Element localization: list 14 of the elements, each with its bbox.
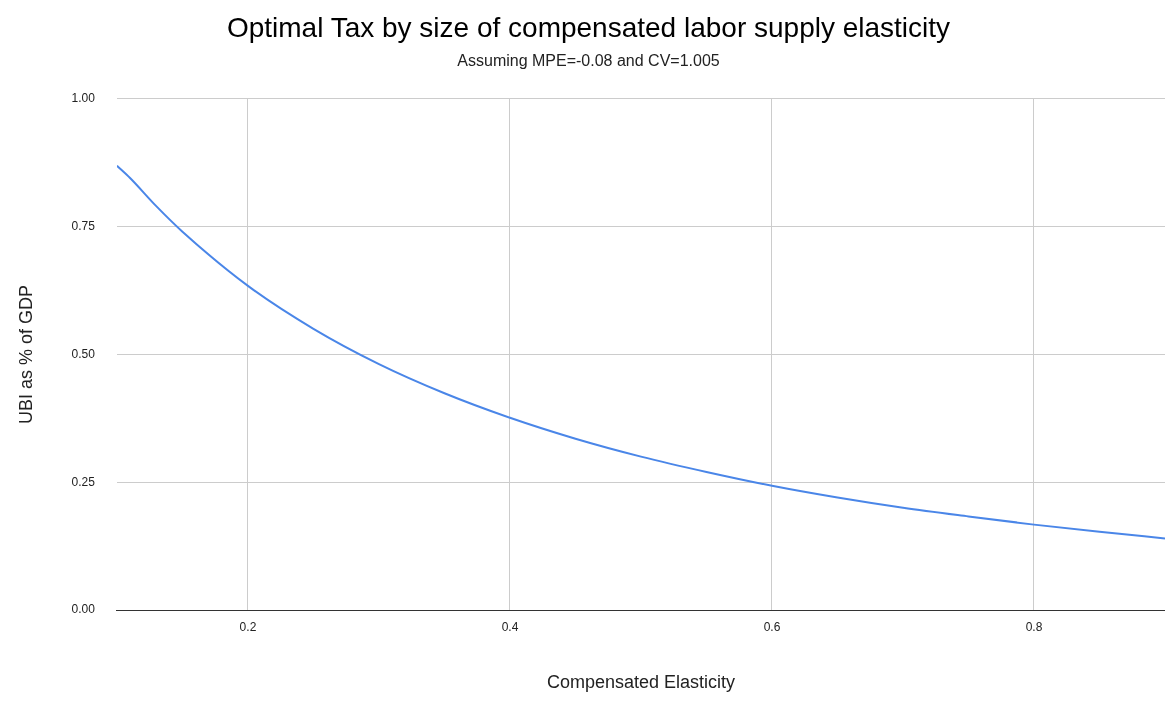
line-series [116, 164, 1165, 540]
y-tick-label: 0.50 [71, 346, 96, 361]
chart-subtitle: Assuming MPE=-0.08 and CV=1.005 [457, 51, 720, 69]
chart-title: Optimal Tax by size of compensated labor supply elasticity [226, 11, 951, 43]
x-tick-label: 0.8 [1025, 619, 1043, 634]
x-axis-title: Compensated Elasticity [546, 672, 736, 693]
y-axis-title: UBI as % of GDP [15, 284, 36, 424]
y-tick-label: 0.00 [71, 602, 96, 617]
x-tick-label: 0.4 [501, 619, 519, 634]
x-tick-label: 0.2 [239, 619, 257, 634]
y-tick-label: 1.00 [71, 91, 96, 106]
x-tick-label: 0.6 [763, 619, 781, 634]
y-tick-label: 0.25 [71, 474, 96, 489]
y-tick-label: 0.75 [71, 218, 96, 233]
